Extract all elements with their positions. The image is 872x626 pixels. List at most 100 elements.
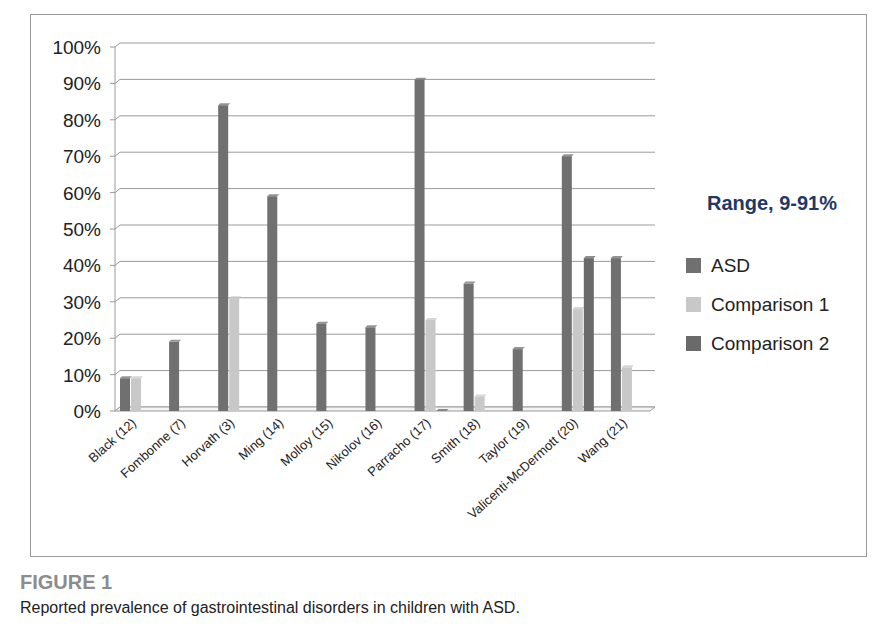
grid <box>110 43 655 411</box>
bar-top <box>426 318 438 320</box>
bar <box>218 105 228 411</box>
legend-swatch <box>686 336 701 351</box>
y-tick <box>110 265 115 266</box>
bar <box>573 309 583 411</box>
legend-swatch <box>686 258 701 273</box>
grid-line-depth <box>115 116 120 120</box>
legend-label: Comparison 2 <box>711 333 829 354</box>
bar-group <box>464 282 476 411</box>
grid-line <box>120 43 655 44</box>
y-tick <box>110 47 115 48</box>
bar-group <box>475 394 487 411</box>
bar <box>475 396 485 411</box>
y-tick-label: 10% <box>63 365 101 386</box>
bars <box>120 78 634 411</box>
x-tick-label: Wang (21) <box>575 415 630 466</box>
bar-group <box>513 347 525 411</box>
grid-line-depth <box>115 79 120 83</box>
x-tick-label: Valicenti-McDermott (20) <box>465 415 581 522</box>
bar-group <box>218 103 230 411</box>
y-tick-label: 60% <box>63 183 101 204</box>
bar <box>415 80 425 411</box>
grid-line <box>120 115 655 116</box>
y-tick-label: 30% <box>63 292 101 313</box>
grid-line-depth <box>115 152 120 156</box>
grid-line <box>120 297 655 298</box>
bar <box>622 367 632 411</box>
bar-top <box>169 340 181 342</box>
bar-top <box>229 296 241 298</box>
chart-frame <box>31 15 867 557</box>
bar <box>584 258 594 411</box>
bar <box>365 327 375 411</box>
bar <box>426 320 436 411</box>
y-tick-label: 70% <box>63 146 101 167</box>
grid-line <box>120 79 655 80</box>
y-tick <box>110 156 115 157</box>
y-tick-label: 20% <box>63 328 101 349</box>
y-tick <box>110 338 115 339</box>
bar-top <box>267 194 279 196</box>
bar <box>120 378 130 411</box>
bar-top <box>365 325 377 327</box>
title: FIGURE 1 <box>20 571 112 593</box>
legend-label: ASD <box>711 255 750 276</box>
bar <box>169 342 179 411</box>
bar-group <box>415 78 427 411</box>
y-tick <box>110 229 115 230</box>
grid-line <box>120 225 655 226</box>
bar-group <box>573 307 585 411</box>
bar <box>229 298 239 411</box>
bar-top <box>464 282 476 284</box>
x-tick-label: Parracho (17) <box>364 415 433 479</box>
bar-top <box>573 307 585 309</box>
bar-top <box>131 376 143 378</box>
bar-group <box>426 318 438 411</box>
bar-top <box>120 376 132 378</box>
y-tick-label: 90% <box>63 73 101 94</box>
grid-line-depth <box>115 189 120 193</box>
bar <box>611 258 621 411</box>
x-tick-label: Fombonne (7) <box>117 415 188 481</box>
chart: 0%10%20%30%40%50%60%70%80%90%100%Black (… <box>0 0 872 626</box>
x-tick-label: Smith (18) <box>428 415 483 466</box>
grid-line-depth <box>115 43 120 47</box>
bar-top <box>584 256 596 258</box>
bar-group <box>622 365 634 411</box>
bar-top <box>562 154 574 156</box>
grid-line-depth <box>115 334 120 338</box>
y-tick-label: 50% <box>63 219 101 240</box>
y-tick <box>110 374 115 375</box>
bar-group <box>169 340 181 411</box>
y-tick-label: 0% <box>74 401 102 422</box>
y-tick <box>110 301 115 302</box>
legend: ASD Comparison 1 Comparison 2 <box>686 255 829 354</box>
bar-top <box>218 103 230 105</box>
y-tick-label: 40% <box>63 255 101 276</box>
bar <box>131 378 141 411</box>
y-axis <box>115 47 116 411</box>
bar-group <box>120 376 132 411</box>
bar-top <box>437 409 449 411</box>
grid-line-depth <box>115 371 120 375</box>
bar-group <box>562 154 574 411</box>
bar-top <box>622 365 634 367</box>
bar <box>316 324 326 411</box>
bar-group <box>267 194 279 411</box>
bar-group <box>611 256 623 411</box>
bar-group <box>437 409 449 411</box>
y-tick <box>110 192 115 193</box>
bar <box>562 156 572 411</box>
bar-top <box>611 256 623 258</box>
bar <box>464 284 474 411</box>
bar-top <box>475 394 487 396</box>
legend-label: Comparison 1 <box>711 294 829 315</box>
bar-top <box>513 347 525 349</box>
y-tick-label: 80% <box>63 110 101 131</box>
y-tick-label: 100% <box>52 37 101 58</box>
annotation: Range, 9-91% <box>707 192 837 214</box>
bar-group <box>365 325 377 411</box>
grid-line-depth <box>115 225 120 229</box>
y-tick <box>110 83 115 84</box>
grid-line-depth <box>115 261 120 265</box>
